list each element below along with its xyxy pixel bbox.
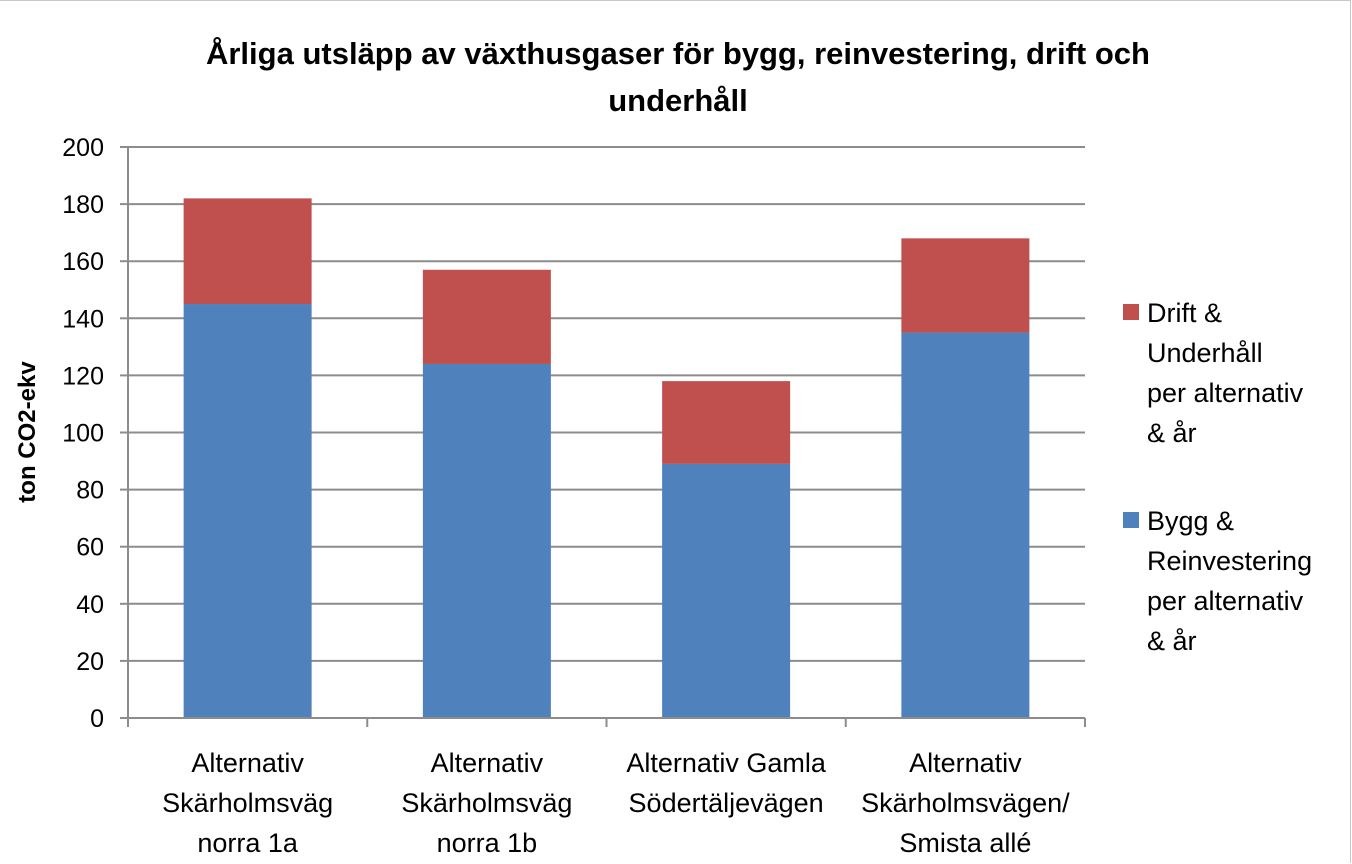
legend: Drift & Underhåll per alternativ & år Bygg &… bbox=[1123, 298, 1312, 656]
legend-label: per alternativ bbox=[1147, 586, 1304, 616]
y-tick-label: 160 bbox=[62, 248, 104, 276]
y-tick-label: 180 bbox=[62, 191, 104, 219]
axes bbox=[120, 146, 1086, 727]
legend-label: Bygg & bbox=[1147, 506, 1234, 536]
y-tick-label: 200 bbox=[62, 134, 104, 162]
category-label: Skärholmsväg bbox=[401, 788, 572, 818]
bar-drift-underhall-3 bbox=[662, 381, 791, 464]
category-labels: Alternativ Skärholmsväg norra 1a Alternativ… bbox=[162, 748, 1070, 858]
y-tick-label: 120 bbox=[62, 362, 104, 390]
legend-label: Drift & bbox=[1147, 298, 1222, 328]
legend-label: & år bbox=[1147, 418, 1197, 448]
category-label: Alternativ bbox=[431, 748, 544, 778]
bar-drift-underhall-1 bbox=[183, 198, 312, 305]
bar-drift-underhall-4 bbox=[901, 238, 1030, 333]
category-label: Skärholmsväg bbox=[162, 788, 333, 818]
y-tick-label: 140 bbox=[62, 305, 104, 333]
category-label: Alternativ bbox=[191, 748, 304, 778]
bar-bygg-reinvestering-2 bbox=[422, 363, 551, 718]
chart-title-line-2: underhåll bbox=[608, 83, 748, 118]
y-tick-label: 60 bbox=[76, 534, 104, 562]
category-label: norra 1b bbox=[437, 828, 538, 858]
category-label: Alternativ bbox=[909, 748, 1022, 778]
category-label: Skärholmsvägen/ bbox=[861, 788, 1070, 818]
legend-swatch-bygg-reinvestering bbox=[1123, 512, 1139, 528]
y-tick-label: 20 bbox=[76, 648, 104, 676]
chart-title: Årliga utsläpp av växthusgaser för bygg,… bbox=[206, 36, 1150, 118]
category-label: norra 1a bbox=[197, 828, 299, 858]
legend-swatch-drift-underhall bbox=[1123, 304, 1139, 320]
category-label: Alternativ Gamla bbox=[626, 748, 827, 778]
y-tick-label: 40 bbox=[76, 591, 104, 619]
legend-label: Underhåll bbox=[1147, 338, 1263, 368]
legend-label: & år bbox=[1147, 626, 1197, 656]
y-tick-label: 80 bbox=[76, 477, 104, 505]
y-tick-labels: 0 20 40 60 80 100 120 140 160 180 200 bbox=[62, 134, 104, 733]
bar-bygg-reinvestering-1 bbox=[183, 304, 312, 718]
legend-label: Reinvestering bbox=[1147, 546, 1312, 576]
bar-bygg-reinvestering-4 bbox=[901, 332, 1030, 718]
bars bbox=[183, 198, 1030, 718]
bar-bygg-reinvestering-3 bbox=[662, 463, 791, 718]
y-tick-label: 0 bbox=[90, 705, 104, 733]
category-label: Södertäljevägen bbox=[629, 788, 824, 818]
chart-title-line-1: Årliga utsläpp av växthusgaser för bygg,… bbox=[206, 36, 1150, 71]
bar-drift-underhall-2 bbox=[422, 269, 551, 364]
y-tick-label: 100 bbox=[62, 420, 104, 448]
legend-label: per alternativ bbox=[1147, 378, 1304, 408]
y-axis-label: ton CO2-ekv bbox=[14, 361, 41, 503]
category-label: Smista allé bbox=[899, 828, 1031, 858]
